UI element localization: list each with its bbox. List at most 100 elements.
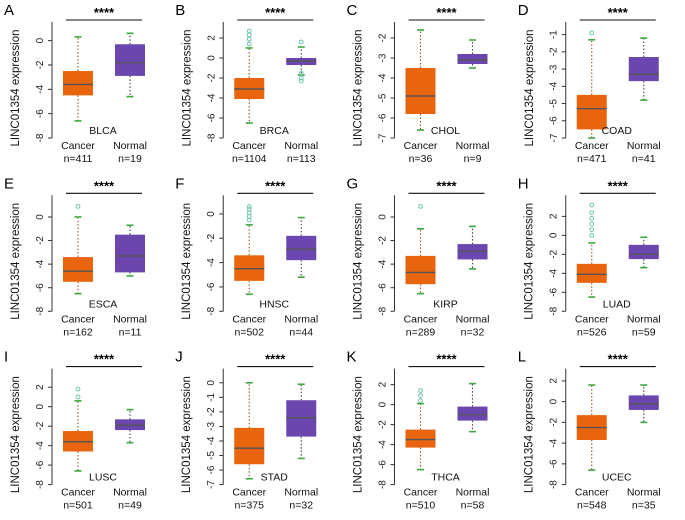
panel-letter: L: [518, 349, 526, 366]
outlier-point: [589, 210, 595, 215]
significance-label: ****: [608, 178, 629, 193]
y-tick-label: -4: [206, 436, 217, 445]
cancer-type-label: KIRP: [433, 298, 458, 310]
x-count-label: n=162: [63, 326, 93, 338]
panel-letter: C: [347, 2, 358, 19]
y-tick-label: 2: [206, 35, 217, 41]
panel-letter: I: [4, 349, 8, 366]
y-tick-label: -2: [206, 407, 217, 416]
significance-label: ****: [436, 5, 457, 20]
y-tick-label: -2: [378, 33, 389, 42]
normal-box: [115, 234, 145, 273]
x-category-label: Cancer: [404, 140, 438, 152]
y-tick-label: -2: [549, 47, 560, 56]
y-tick-label: -4: [206, 258, 217, 267]
normal-box: [628, 395, 659, 410]
cancer-type-label: ESCA: [89, 298, 118, 310]
y-tick-label: 0: [35, 214, 46, 220]
outlier-point: [246, 32, 252, 38]
y-tick-label: -5: [206, 451, 217, 460]
x-category-label: Normal: [627, 140, 661, 152]
panel-e: E -8 -6 -4 -2 0 LINC01354 expression Cancern=16…: [4, 175, 147, 338]
y-tick-label: -6: [378, 283, 389, 292]
y-tick-label: 0: [549, 398, 560, 404]
outlier-point: [589, 227, 595, 233]
cancer-box: [63, 257, 93, 282]
y-tick-label: 0: [549, 232, 560, 238]
significance-label: ****: [94, 352, 115, 367]
y-axis-title: LINC01354 expression: [181, 30, 193, 147]
x-count-label: n=32: [461, 326, 485, 338]
x-category-label: Cancer: [575, 140, 609, 152]
y-tick-label: -6: [549, 287, 560, 296]
panel-letter: A: [4, 2, 14, 19]
outlier-point: [589, 202, 595, 208]
significance-label: ****: [436, 178, 457, 193]
y-tick-label: 0: [378, 214, 389, 220]
y-tick-label: -7: [549, 133, 560, 142]
y-tick-label: -2: [378, 236, 389, 245]
y-tick-label: -6: [206, 465, 217, 474]
panel-d: D -7 -6 -5 -4 -3 -2 -1 LINC01354 expression Cance…: [518, 2, 661, 165]
y-tick-label: -8: [35, 480, 46, 489]
y-tick-label: -2: [35, 421, 46, 430]
outlier-point: [589, 232, 595, 238]
cancer-box: [63, 71, 93, 96]
x-count-label: n=1104: [232, 153, 267, 165]
y-tick-label: 0: [206, 211, 217, 217]
y-tick-label: -4: [378, 259, 389, 268]
y-tick-label: -2: [35, 236, 46, 245]
cancer-type-label: COAD: [602, 125, 633, 137]
x-count-label: n=113: [287, 153, 316, 165]
x-count-label: n=526: [577, 326, 607, 338]
y-tick-label: -4: [35, 441, 46, 450]
outlier-point: [418, 203, 423, 209]
panel-letter: B: [175, 2, 185, 19]
panel-a: A -8 -6 -4 -2 0 LINC01354 expression Cancern=41…: [4, 2, 147, 165]
x-category-label: Cancer: [61, 313, 95, 325]
y-axis-title: LINC01354 expression: [524, 30, 536, 147]
significance-label: ****: [436, 352, 457, 367]
cancer-type-label: LUAD: [603, 298, 631, 310]
outlier-point: [418, 393, 423, 399]
x-category-label: Cancer: [232, 487, 266, 499]
outlier-point: [75, 386, 81, 392]
y-tick-label: -7: [206, 480, 217, 489]
y-tick-label: -6: [35, 283, 46, 292]
x-count-label: n=41: [632, 153, 656, 165]
x-category-label: Normal: [113, 313, 147, 325]
y-axis-title: LINC01354 expression: [181, 203, 193, 320]
x-count-label: n=36: [409, 153, 433, 165]
outlier-point: [589, 215, 595, 221]
normal-box: [628, 244, 659, 260]
y-tick-label: -4: [549, 438, 560, 447]
significance-label: ****: [608, 5, 629, 20]
y-tick-label: -3: [206, 422, 217, 431]
x-count-label: n=32: [289, 500, 313, 512]
outlier-point: [589, 30, 595, 36]
cancer-box: [405, 429, 436, 448]
significance-label: ****: [265, 5, 286, 20]
y-tick-label: 0: [206, 55, 217, 61]
y-tick-label: -8: [35, 133, 46, 142]
x-count-label: n=59: [632, 326, 656, 338]
panel-letter: G: [347, 175, 359, 192]
y-tick-label: -7: [378, 133, 389, 142]
x-count-label: n=375: [235, 500, 265, 512]
x-category-label: Normal: [113, 140, 147, 152]
x-category-label: Cancer: [404, 313, 438, 325]
y-tick-label: 0: [35, 37, 46, 43]
normal-box: [457, 54, 488, 64]
y-tick-label: 2: [378, 381, 389, 387]
panel-f: F -8 -6 -4 -2 0 LINC01354 expression Cancern=50…: [175, 175, 318, 338]
y-tick-label: -2: [35, 60, 46, 69]
y-tick-label: -1: [549, 30, 560, 39]
cancer-box: [405, 68, 436, 114]
y-axis-title: LINC01354 expression: [10, 30, 22, 147]
significance-label: ****: [265, 178, 286, 193]
x-count-label: n=502: [235, 326, 265, 338]
y-tick-label: 2: [549, 213, 560, 219]
y-tick-label: 2: [549, 378, 560, 384]
